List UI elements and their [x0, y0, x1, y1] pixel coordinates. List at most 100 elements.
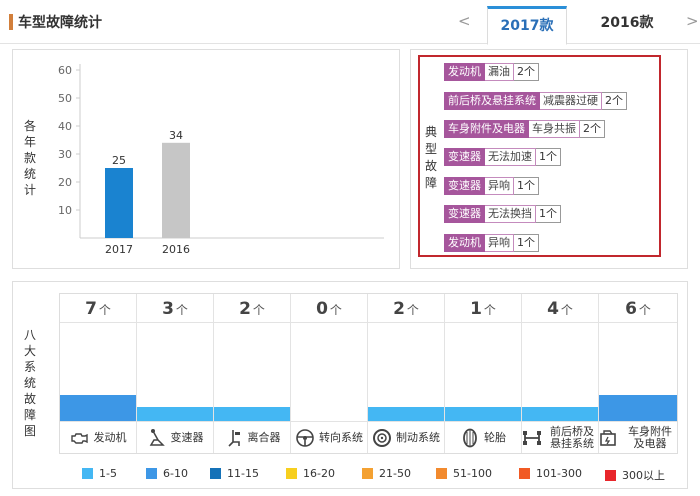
- tire-icon: [463, 428, 477, 447]
- y-tick-label: 50: [58, 92, 72, 105]
- level-fill: [599, 395, 677, 421]
- page-title: 车型故障统计: [18, 15, 102, 31]
- fault-count: 2个: [602, 92, 627, 110]
- bar: [105, 168, 133, 238]
- prev-tab-arrow[interactable]: <: [458, 12, 471, 30]
- fault-issue: 减震器过硬: [540, 92, 602, 110]
- clutch-icon: [227, 429, 240, 447]
- fault-category: 发动机: [444, 234, 485, 252]
- fault-item[interactable]: 前后桥及悬挂系统 减震器过硬 2个: [444, 92, 627, 110]
- fault-count: 1个: [536, 148, 561, 166]
- legend-item: 16-20: [286, 467, 335, 480]
- fault-count: 1个: [536, 205, 561, 223]
- legend-item: 51-100: [436, 467, 492, 480]
- chart-y-axis-label: 各年款统计: [23, 119, 36, 197]
- fault-category: 变速器: [444, 177, 485, 195]
- steering-wheel-icon: [296, 428, 314, 447]
- legend-item: 6-10: [146, 467, 188, 480]
- fault-count: 1个: [514, 177, 539, 195]
- fault-item[interactable]: 变速器 异响 1个: [444, 177, 539, 195]
- engine-icon: [70, 432, 88, 444]
- header: 车型故障统计 < 2017款 2016款 >: [0, 0, 700, 45]
- suspension-icon: [523, 430, 541, 445]
- x-tick-label: 2016: [162, 243, 190, 256]
- fault-issue: 无法加速: [485, 148, 536, 166]
- system-faults-label: 八大系统故障图: [23, 328, 36, 438]
- fault-item[interactable]: 变速器 无法换挡 1个: [444, 205, 561, 223]
- fault-issue: 异响: [485, 234, 514, 252]
- fault-category: 变速器: [444, 205, 485, 223]
- gear-lever-icon: [149, 428, 165, 446]
- brake-disc-icon: [373, 428, 391, 447]
- tab-2017[interactable]: 2017款: [487, 6, 567, 45]
- typical-faults-highlight: [418, 55, 661, 257]
- fault-count: 2个: [580, 120, 605, 138]
- yearly-bar-chart: 10 20 30 40 50 60 25 2017 34 2016: [58, 64, 384, 256]
- car-body-icon: [600, 429, 616, 446]
- fault-issue: 漏油: [485, 63, 514, 81]
- legend-swatch: [436, 468, 447, 479]
- bar-value-label: 25: [112, 154, 126, 167]
- y-tick-label: 40: [58, 120, 72, 133]
- system-label-engine: 发动机: [60, 421, 136, 453]
- fault-item[interactable]: 发动机 漏油 2个: [444, 63, 539, 81]
- fault-category: 车身附件及电器: [444, 120, 529, 138]
- system-label-brake: 制动系统: [368, 421, 444, 453]
- bar-value-label: 34: [169, 129, 183, 142]
- system-label-suspension: 前后桥及悬挂系统: [522, 421, 598, 453]
- tab-2016[interactable]: 2016款: [600, 15, 654, 31]
- level-fill: [445, 407, 521, 421]
- fault-count: 2个: [514, 63, 539, 81]
- y-tick-label: 20: [58, 176, 72, 189]
- x-tick-label: 2017: [105, 243, 133, 256]
- level-fill: [368, 407, 444, 421]
- fault-count: 1个: [514, 234, 539, 252]
- fault-issue: 无法换挡: [485, 205, 536, 223]
- fault-issue: 车身共振: [529, 120, 580, 138]
- legend-swatch: [286, 468, 297, 479]
- y-tick-label: 10: [58, 204, 72, 217]
- next-tab-arrow[interactable]: >: [686, 12, 699, 30]
- y-tick-label: 60: [58, 64, 72, 77]
- legend-swatch: [362, 468, 373, 479]
- legend-swatch: [519, 468, 530, 479]
- system-label-clutch: 离合器: [214, 421, 290, 453]
- legend-swatch: [146, 468, 157, 479]
- fault-item[interactable]: 变速器 无法加速 1个: [444, 148, 561, 166]
- title-accent-bar: [9, 14, 13, 30]
- legend-swatch: [605, 469, 616, 481]
- legend-item: 101-300: [519, 467, 582, 480]
- yearly-chart-panel: [12, 49, 400, 269]
- system-label-steering: 转向系统: [291, 421, 367, 453]
- legend-item: 21-50: [362, 467, 411, 480]
- fault-category: 变速器: [444, 148, 485, 166]
- system-label-transmission: 变速器: [137, 421, 213, 453]
- level-fill: [214, 407, 290, 421]
- fault-item[interactable]: 车身附件及电器 车身共振 2个: [444, 120, 605, 138]
- bar: [162, 142, 190, 238]
- level-fill: [137, 407, 213, 421]
- legend-swatch: [82, 468, 93, 479]
- legend-item: 11-15: [210, 467, 259, 480]
- fault-item[interactable]: 发动机 异响 1个: [444, 234, 539, 252]
- y-tick-label: 30: [58, 148, 72, 161]
- fault-category: 前后桥及悬挂系统: [444, 92, 540, 110]
- typical-faults-label: 典型故障: [424, 125, 437, 190]
- system-label-body-electrics: 车身附件及电器: [599, 421, 677, 453]
